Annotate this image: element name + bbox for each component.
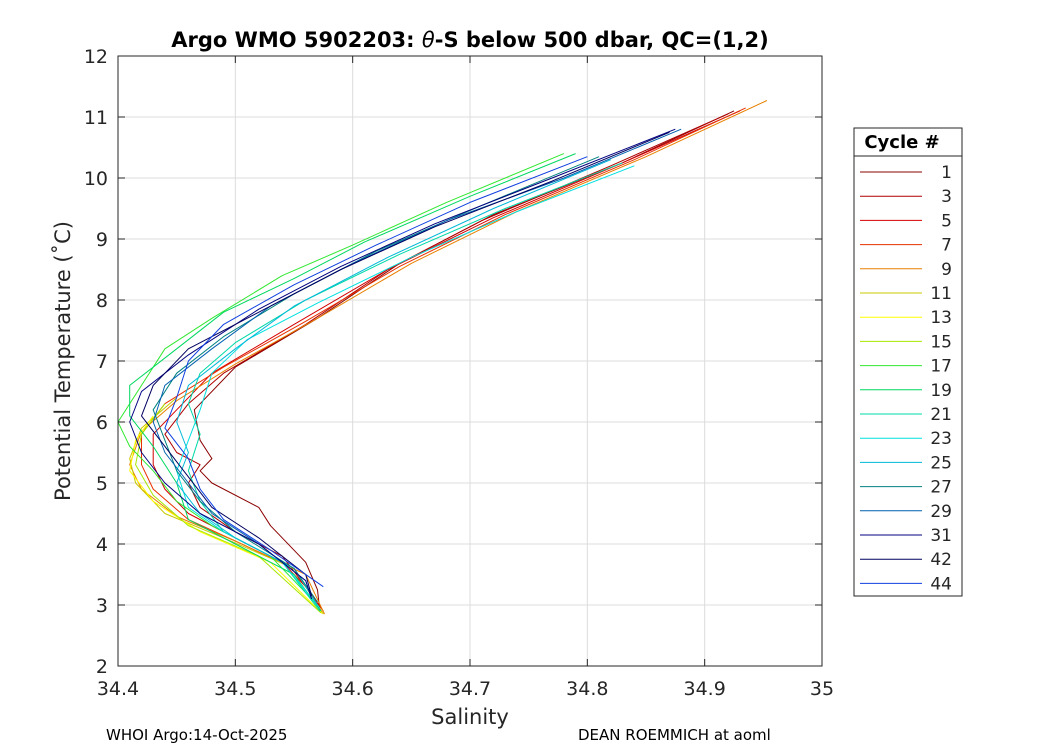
legend-label-cycle-42: 42 bbox=[930, 550, 952, 570]
chart-title: Argo WMO 5902203: θ-S below 500 dbar, QC… bbox=[171, 28, 768, 52]
y-axis-label: Potential Temperature (˚C) bbox=[51, 221, 75, 501]
series-layer bbox=[117, 100, 768, 615]
y-tick-label: 2 bbox=[96, 656, 108, 678]
x-tick-label: 34.6 bbox=[332, 678, 374, 700]
y-tick-label: 12 bbox=[84, 46, 108, 68]
legend-label-cycle-5: 5 bbox=[941, 211, 952, 231]
legend-title: Cycle # bbox=[864, 132, 939, 153]
legend-label-cycle-11: 11 bbox=[930, 284, 952, 304]
x-axis-label: Salinity bbox=[431, 705, 509, 729]
x-tick-label: 34.4 bbox=[97, 678, 139, 700]
legend-label-cycle-17: 17 bbox=[930, 357, 952, 377]
series-line-cycle-42 bbox=[141, 131, 670, 597]
series-line-cycle-44 bbox=[164, 156, 588, 588]
footer-right: DEAN ROEMMICH at aoml bbox=[578, 726, 771, 744]
x-tick-label: 34.9 bbox=[684, 678, 726, 700]
x-tick-label: 34.8 bbox=[566, 678, 608, 700]
y-tick-label: 8 bbox=[96, 290, 108, 312]
footer-left: WHOI Argo:14-Oct-2025 bbox=[106, 726, 287, 744]
legend-label-cycle-1: 1 bbox=[941, 163, 952, 183]
series-line-cycle-25 bbox=[176, 159, 611, 606]
y-tick-label: 6 bbox=[96, 412, 108, 434]
x-tick-label: 34.5 bbox=[214, 678, 256, 700]
legend-label-cycle-15: 15 bbox=[930, 332, 952, 352]
legend-label-cycle-3: 3 bbox=[941, 187, 952, 207]
y-tick-label: 3 bbox=[96, 595, 108, 617]
legend-label-cycle-25: 25 bbox=[930, 453, 952, 473]
legend-label-cycle-23: 23 bbox=[930, 429, 952, 449]
y-tick-label: 10 bbox=[84, 168, 108, 190]
series-line-cycle-19 bbox=[129, 153, 576, 612]
y-tick-label: 9 bbox=[96, 229, 108, 251]
legend-label-cycle-27: 27 bbox=[930, 478, 952, 498]
y-tick-label: 4 bbox=[96, 534, 108, 556]
series-line-cycle-23 bbox=[176, 165, 635, 609]
x-tick-label: 34.7 bbox=[449, 678, 491, 700]
legend-label-cycle-19: 19 bbox=[930, 381, 952, 401]
legend-box bbox=[853, 127, 963, 597]
legend-label-cycle-9: 9 bbox=[941, 260, 952, 280]
y-tick-label: 5 bbox=[96, 473, 108, 495]
legend-label-cycle-13: 13 bbox=[930, 308, 952, 328]
legend-label-cycle-44: 44 bbox=[930, 574, 952, 594]
legend-label-cycle-29: 29 bbox=[930, 502, 952, 522]
series-line-cycle-29 bbox=[152, 128, 682, 600]
x-tick-label: 35 bbox=[810, 678, 834, 700]
y-tick-label: 11 bbox=[84, 107, 108, 129]
legend-label-cycle-31: 31 bbox=[930, 526, 952, 546]
legend-label-cycle-7: 7 bbox=[941, 236, 952, 256]
y-tick-label: 7 bbox=[96, 351, 108, 373]
axis-ticks: 34.4 34.5 34.6 34.7 34.8 34.9 35 2 3 4 5 6 7 8 9 10 11 12 bbox=[84, 46, 834, 700]
series-line-cycle-31 bbox=[129, 128, 676, 600]
legend-label-cycle-21: 21 bbox=[930, 405, 952, 425]
series-line-cycle-9 bbox=[129, 100, 768, 615]
